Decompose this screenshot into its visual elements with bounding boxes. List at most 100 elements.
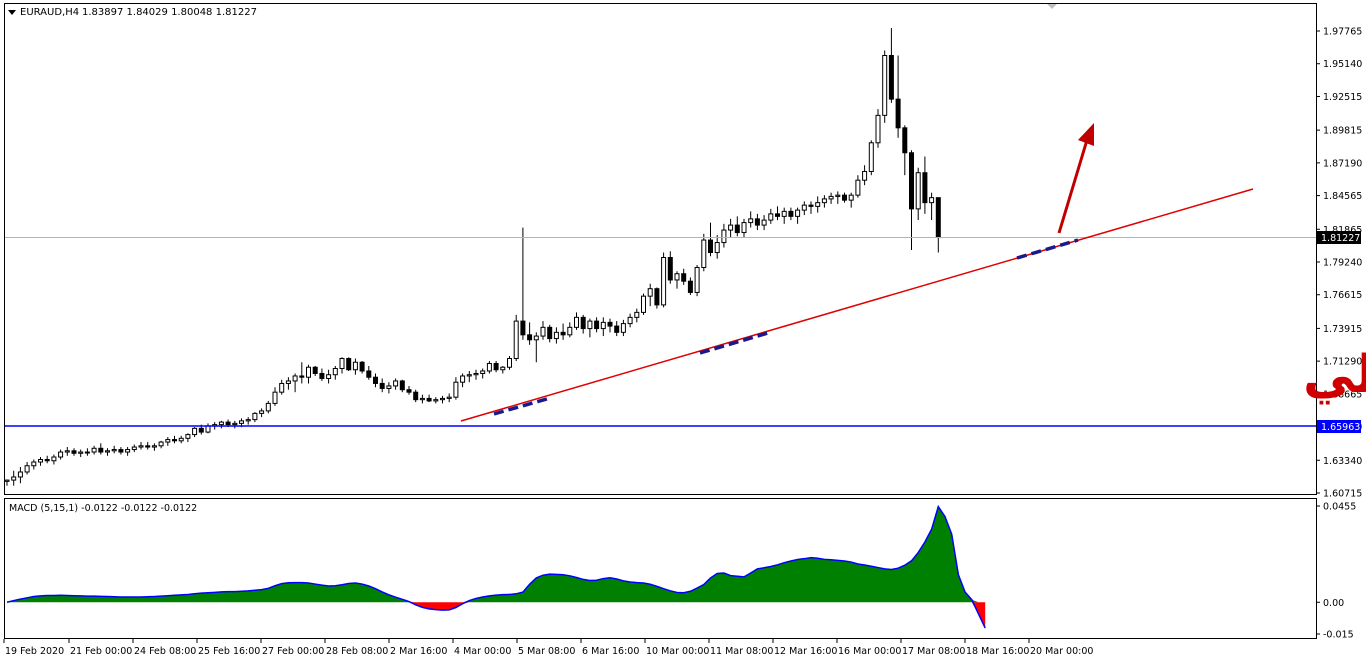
candle[interactable]	[842, 192, 847, 203]
candle[interactable]	[44, 455, 50, 464]
candle[interactable]	[386, 382, 392, 394]
candle[interactable]	[480, 368, 486, 379]
candle[interactable]	[98, 443, 104, 455]
candle[interactable]	[781, 207, 787, 224]
candle[interactable]	[909, 150, 914, 251]
candle[interactable]	[64, 447, 70, 456]
candle[interactable]	[667, 251, 673, 284]
candle[interactable]	[754, 213, 760, 231]
candle[interactable]	[259, 408, 265, 418]
candle[interactable]	[627, 313, 633, 328]
candle[interactable]	[808, 201, 814, 214]
candle[interactable]	[661, 252, 667, 308]
candle[interactable]	[460, 373, 466, 388]
candle[interactable]	[426, 394, 432, 403]
candle[interactable]	[614, 321, 620, 337]
candle[interactable]	[285, 377, 291, 390]
candle[interactable]	[406, 385, 412, 395]
candle[interactable]	[440, 395, 445, 404]
candle[interactable]	[379, 378, 385, 393]
candle[interactable]	[373, 373, 378, 388]
candle[interactable]	[312, 365, 318, 376]
candle[interactable]	[419, 394, 425, 404]
candle[interactable]	[654, 287, 660, 309]
candle[interactable]	[888, 28, 894, 103]
candle[interactable]	[574, 312, 579, 330]
candle[interactable]	[520, 227, 526, 340]
candle[interactable]	[38, 457, 43, 466]
candle[interactable]	[862, 165, 868, 186]
candle[interactable]	[560, 323, 566, 340]
candle[interactable]	[178, 435, 184, 444]
candle[interactable]	[466, 370, 472, 383]
candle[interactable]	[272, 387, 278, 406]
candle[interactable]	[513, 314, 519, 362]
candle[interactable]	[51, 454, 57, 465]
candle[interactable]	[681, 268, 687, 285]
candle[interactable]	[145, 442, 151, 450]
candle[interactable]	[393, 378, 399, 390]
candle[interactable]	[748, 211, 754, 228]
candle[interactable]	[332, 365, 338, 380]
candle[interactable]	[687, 277, 693, 295]
candle[interactable]	[366, 365, 372, 380]
candle[interactable]	[674, 271, 680, 289]
candle[interactable]	[875, 109, 881, 148]
candle[interactable]	[232, 420, 238, 429]
candle[interactable]	[165, 437, 171, 446]
candle[interactable]	[118, 447, 124, 455]
candle[interactable]	[721, 223, 727, 248]
candle[interactable]	[835, 191, 841, 204]
candle[interactable]	[125, 447, 131, 456]
candle[interactable]	[31, 459, 37, 470]
candle[interactable]	[71, 448, 77, 456]
candle[interactable]	[11, 470, 17, 486]
candle[interactable]	[105, 448, 110, 456]
candle[interactable]	[533, 332, 539, 363]
candle[interactable]	[828, 192, 834, 204]
candle[interactable]	[600, 317, 606, 337]
candle[interactable]	[433, 397, 439, 404]
candle[interactable]	[547, 324, 553, 343]
candle[interactable]	[821, 195, 827, 208]
candle[interactable]	[192, 427, 198, 438]
candle[interactable]	[58, 449, 64, 460]
candle[interactable]	[553, 327, 559, 344]
candle[interactable]	[815, 196, 821, 213]
candle[interactable]	[473, 369, 479, 380]
candle[interactable]	[299, 362, 305, 384]
candle[interactable]	[493, 361, 499, 373]
candle[interactable]	[17, 467, 23, 484]
candle[interactable]	[607, 318, 613, 333]
candle[interactable]	[4, 479, 10, 486]
candle[interactable]	[527, 322, 533, 345]
candle[interactable]	[594, 317, 600, 333]
candle[interactable]	[172, 435, 177, 444]
candle[interactable]	[158, 440, 164, 449]
candle[interactable]	[279, 379, 285, 395]
candle[interactable]	[339, 357, 345, 374]
candle[interactable]	[453, 377, 459, 400]
candle[interactable]	[741, 218, 747, 238]
candle[interactable]	[352, 358, 358, 375]
candle[interactable]	[587, 318, 593, 338]
candle[interactable]	[694, 264, 700, 297]
candle[interactable]	[701, 233, 707, 272]
candle[interactable]	[647, 283, 653, 307]
candle[interactable]	[138, 442, 144, 450]
candle[interactable]	[882, 50, 888, 123]
candle[interactable]	[641, 293, 646, 315]
candle[interactable]	[413, 389, 419, 403]
ascending-trendline[interactable]	[460, 188, 1254, 422]
candle[interactable]	[319, 368, 325, 381]
candle[interactable]	[734, 216, 740, 237]
candle[interactable]	[359, 361, 365, 374]
candle[interactable]	[446, 393, 452, 403]
candle[interactable]	[131, 444, 137, 453]
candle[interactable]	[326, 369, 332, 384]
candle[interactable]	[768, 208, 774, 224]
candle[interactable]	[915, 167, 921, 221]
candle[interactable]	[111, 445, 117, 454]
candle[interactable]	[540, 321, 546, 340]
candle[interactable]	[265, 400, 271, 414]
